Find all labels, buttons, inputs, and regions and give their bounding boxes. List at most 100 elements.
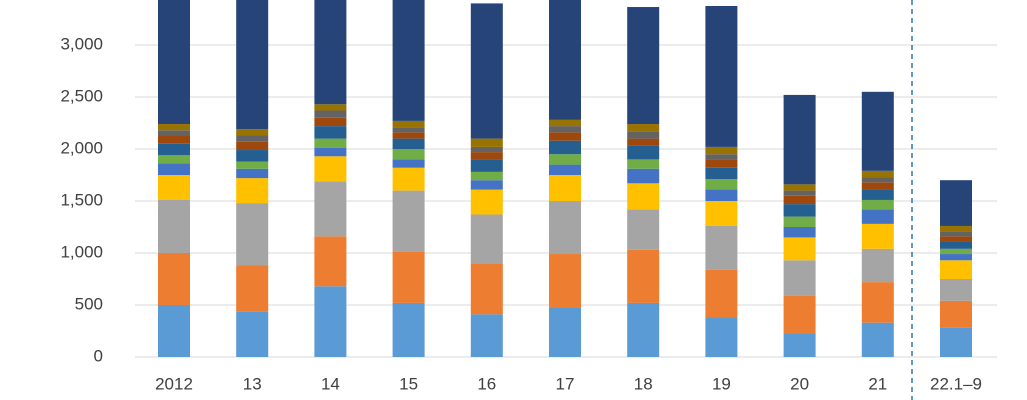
- bar-segment: [861, 182, 894, 190]
- bar-segment: [314, 236, 347, 287]
- bar-segment: [705, 269, 738, 318]
- bar-segment: [158, 163, 190, 175]
- bar-segment: [549, 119, 581, 127]
- bar-segment: [470, 314, 503, 357]
- y-tick-label: 0: [94, 346, 103, 365]
- bar-segment: [314, 126, 347, 139]
- bar-segment: [940, 236, 972, 242]
- bar-segment: [940, 180, 972, 226]
- bar-segment: [236, 141, 269, 151]
- x-tick-label: 13: [243, 374, 262, 393]
- bar-segment: [549, 140, 581, 155]
- x-tick-label: 22.1–9: [930, 374, 982, 393]
- bar-segment: [940, 231, 972, 237]
- bar-segment: [627, 249, 660, 303]
- bar-segment: [470, 138, 503, 147]
- x-tick-label: 2012: [155, 374, 193, 393]
- x-tick-label: 16: [477, 374, 496, 393]
- y-tick-label: 3,000: [60, 34, 103, 53]
- bar-segment: [705, 179, 738, 190]
- bar-segment: [861, 223, 894, 249]
- bar-segment: [705, 146, 738, 155]
- bar-segment: [470, 171, 503, 181]
- bar-segment: [627, 302, 660, 357]
- bar-segment: [549, 201, 581, 255]
- bar-segment: [861, 199, 894, 210]
- bar-segment: [627, 124, 660, 132]
- x-tick-label: 20: [790, 374, 809, 393]
- bar-segment: [861, 189, 894, 200]
- bar-segment: [861, 177, 894, 183]
- bar-segment: [392, 138, 425, 149]
- bar-segment: [783, 333, 816, 357]
- x-tick-label: 19: [712, 374, 731, 393]
- bar-segment: [783, 260, 816, 296]
- bar-segment: [705, 189, 738, 201]
- bar-segment: [236, 178, 269, 204]
- bar-segment: [861, 91, 894, 171]
- bar-segment: [940, 248, 972, 255]
- bar-segment: [470, 214, 503, 264]
- bar-segment: [314, 110, 347, 118]
- x-tick-label: 15: [399, 374, 418, 393]
- bar-segment: [627, 168, 660, 184]
- bar-segment: [236, 168, 269, 179]
- bar-segment: [158, 175, 190, 200]
- bar-segment: [470, 152, 503, 160]
- bar-segment: [783, 184, 816, 191]
- bar-segment: [392, 120, 425, 128]
- bar-segment: [392, 127, 425, 133]
- bar-segment: [236, 135, 269, 142]
- bar-segment: [392, 167, 425, 191]
- bar-segment: [705, 6, 738, 147]
- bar-segment: [158, 305, 190, 357]
- bar-segment: [314, 104, 347, 111]
- bar-segment: [705, 154, 738, 160]
- bar-segment: [392, 190, 425, 252]
- bar-segment: [236, 150, 269, 162]
- bar-segment: [783, 237, 816, 261]
- bar-segment: [314, 147, 347, 157]
- bar-segment: [705, 167, 738, 180]
- bar-segment: [549, 126, 581, 133]
- bar-segment: [392, 251, 425, 303]
- x-tick-label: 14: [321, 374, 340, 393]
- bar-segment: [940, 254, 972, 261]
- bar-segment: [236, 129, 269, 136]
- bar-segment: [783, 227, 816, 238]
- bar-segment: [627, 159, 660, 169]
- bar-segment: [627, 209, 660, 250]
- bar-segment: [549, 164, 581, 175]
- bar-segment: [705, 317, 738, 357]
- bar-segment: [236, 265, 269, 312]
- bar-segment: [392, 149, 425, 160]
- bar-segment: [549, 132, 581, 141]
- bar-segment: [236, 311, 269, 357]
- bar-segment: [940, 300, 972, 328]
- bar-segment: [627, 7, 660, 125]
- bar-segment: [861, 170, 894, 178]
- bar-segment: [783, 216, 816, 227]
- bar-segment: [314, 0, 347, 105]
- bar-segment: [861, 248, 894, 283]
- x-tick-label: 18: [634, 374, 653, 393]
- y-tick-label: 500: [75, 294, 103, 313]
- bar-segment: [705, 159, 738, 168]
- bar-segment: [470, 3, 503, 139]
- bar-segment: [549, 175, 581, 201]
- bar-segment: [158, 0, 190, 125]
- bar-segment: [392, 302, 425, 357]
- bar-segment: [627, 145, 660, 160]
- bar-segment: [783, 195, 816, 205]
- bar-segment: [314, 286, 347, 357]
- bar-segment: [549, 0, 581, 120]
- x-tick-label: 21: [868, 374, 887, 393]
- bar-segment: [783, 94, 816, 185]
- bar-segment: [627, 183, 660, 210]
- bar-segment: [940, 279, 972, 301]
- bar-segment: [861, 282, 894, 323]
- bar-segment: [236, 161, 269, 169]
- bar-segment: [314, 181, 347, 237]
